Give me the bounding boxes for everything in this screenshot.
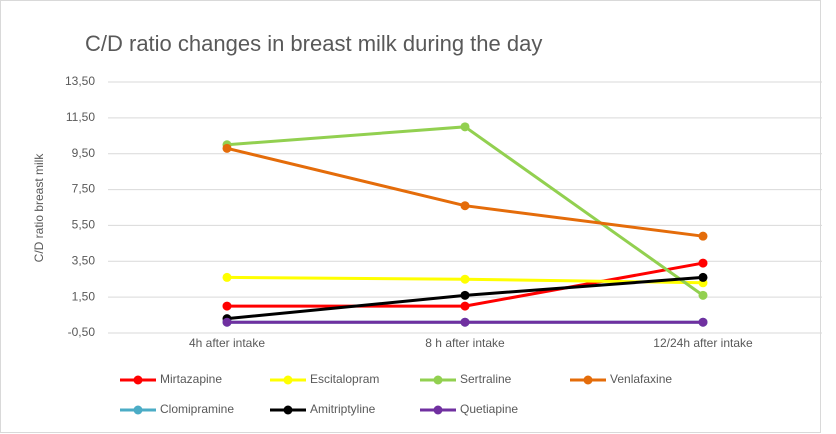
legend-label: Venlafaxine xyxy=(610,372,672,386)
legend-label: Sertraline xyxy=(460,372,512,386)
data-point xyxy=(698,290,708,300)
y-tick-label: 13,50 xyxy=(65,74,95,88)
legend-label: Mirtazapine xyxy=(160,372,222,386)
legend-label: Escitalopram xyxy=(310,372,379,386)
data-point xyxy=(698,231,708,241)
y-tick-label: 7,50 xyxy=(72,182,96,196)
y-tick-label: 9,50 xyxy=(72,146,96,160)
data-point xyxy=(698,317,708,327)
data-point xyxy=(698,272,708,282)
x-tick-label: 12/24h after intake xyxy=(653,336,753,350)
legend-marker xyxy=(283,405,293,415)
chart-border xyxy=(0,0,821,433)
y-tick-label: 1,50 xyxy=(72,289,96,303)
legend-marker xyxy=(433,375,443,385)
data-point xyxy=(460,301,470,311)
legend-label: Quetiapine xyxy=(460,402,518,416)
legend-marker xyxy=(583,375,593,385)
data-point xyxy=(222,143,232,153)
data-point xyxy=(460,290,470,300)
x-tick-label: 4h after intake xyxy=(189,336,265,350)
chart-title: C/D ratio changes in breast milk during … xyxy=(85,31,542,56)
x-tick-label: 8 h after intake xyxy=(425,336,505,350)
data-point xyxy=(460,317,470,327)
data-point xyxy=(222,272,232,282)
data-point xyxy=(460,201,470,211)
y-tick-label: 11,50 xyxy=(66,110,95,124)
data-point xyxy=(222,317,232,327)
legend-marker xyxy=(133,405,143,415)
y-tick-label: -0,50 xyxy=(68,325,96,339)
data-point xyxy=(222,301,232,311)
data-point xyxy=(460,274,470,284)
y-axis-label: C/D ratio breast milk xyxy=(32,153,46,263)
y-tick-label: 5,50 xyxy=(72,218,96,232)
legend-label: Amitriptyline xyxy=(310,402,376,416)
legend-marker xyxy=(433,405,443,415)
legend-marker xyxy=(283,375,293,385)
legend-marker xyxy=(133,375,143,385)
y-tick-label: 3,50 xyxy=(72,253,96,267)
legend-label: Clomipramine xyxy=(160,402,234,416)
data-point xyxy=(698,258,708,268)
data-point xyxy=(460,122,470,132)
